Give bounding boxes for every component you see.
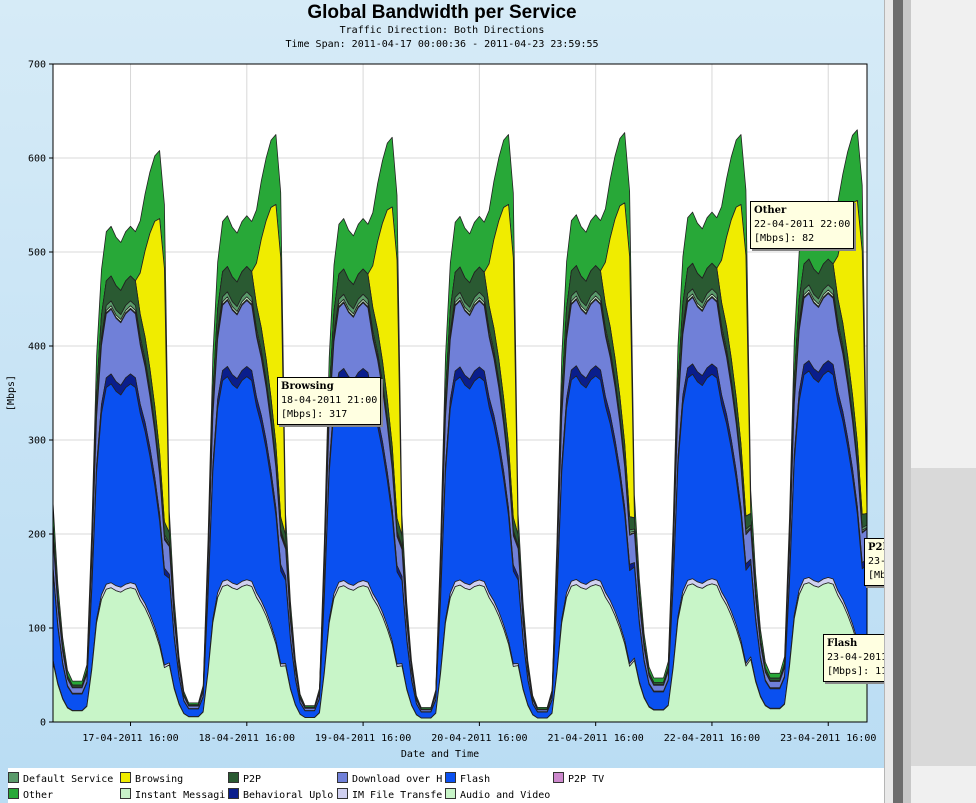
legend-item: Behavioral Uplo: [228, 788, 333, 802]
x-tick-label: 20-04-2011 16:00: [431, 733, 527, 744]
legend-swatch: [337, 788, 348, 799]
tooltip-value: [Mbps]: 119: [827, 666, 894, 677]
y-axis-label: [Mbps]: [6, 375, 17, 411]
y-tick-label: 700: [28, 60, 46, 71]
legend-swatch: [337, 772, 348, 783]
x-tick-label: 19-04-2011 16:00: [315, 733, 411, 744]
y-tick-label: 100: [28, 624, 46, 635]
tooltip-series: Flash: [827, 638, 858, 649]
legend-item: Audio and Video: [445, 788, 550, 802]
vertical-scrollbar[interactable]: [884, 0, 893, 803]
y-tick-label: 200: [28, 530, 46, 541]
legend-label: P2P TV: [568, 774, 605, 785]
y-tick-label: 600: [28, 154, 46, 165]
legend-label: Download over H: [352, 774, 443, 785]
legend-item: Default Service: [8, 772, 113, 786]
tooltip-value: [Mbps]: 82: [754, 233, 815, 244]
bandwidth-chart: 0 100 200 300 400 500 600 700 17-04-2011 16:00 18…: [6, 60, 876, 761]
y-tick-label: 400: [28, 342, 46, 353]
legend-swatch: [120, 788, 131, 799]
chart-title: Global Bandwidth per Service: [307, 2, 577, 23]
y-tick-label: 500: [28, 248, 46, 259]
legend-item: Download over H: [337, 772, 442, 786]
legend-label: IM File Transfe: [352, 790, 443, 801]
tooltip-time: 23-04-2011 13:00: [827, 652, 924, 663]
legend-swatch: [120, 772, 131, 783]
x-tick-label: 22-04-2011 16:00: [664, 733, 760, 744]
x-tick-label: 18-04-2011 16:00: [199, 733, 295, 744]
legend-label: Instant Messagi: [135, 790, 226, 801]
legend-swatch: [8, 788, 19, 799]
y-tick-label: 0: [40, 718, 46, 729]
x-tick-label: 17-04-2011 16:00: [82, 733, 178, 744]
tooltip-series: Browsing: [281, 381, 334, 392]
legend-label: Audio and Video: [460, 790, 551, 801]
legend-item: IM File Transfe: [337, 788, 442, 802]
legend-item: Other: [8, 788, 53, 802]
splitter-edge: [903, 0, 911, 803]
chart-subtitle-direction: Traffic Direction: Both Directions: [339, 25, 545, 36]
chart-titles: Global Bandwidth per Service Traffic Dir…: [0, 0, 884, 52]
legend-label: Other: [23, 790, 54, 801]
chart-subtitle-span: Time Span: 2011-04-17 00:00:36 - 2011-04…: [285, 39, 599, 50]
tooltip-series: P2P: [868, 542, 890, 553]
legend-swatch: [553, 772, 564, 783]
splitter-handle[interactable]: [893, 0, 903, 803]
legend-item: Browsing: [120, 772, 183, 786]
legend-label: Flash: [460, 774, 491, 785]
legend-item: P2P TV: [553, 772, 604, 786]
plot-border: [52, 63, 868, 723]
legend-item: Flash: [445, 772, 490, 786]
tooltip-browsing: Browsing 18-04-2011 21:00 [Mbps]: 317: [277, 377, 382, 425]
legend-item: Instant Messagi: [120, 788, 225, 802]
chart-legend: Default Service Browsing P2P Download over …: [8, 768, 884, 803]
legend-label: Default Service: [23, 774, 114, 785]
legend-label: P2P: [243, 774, 262, 785]
side-panel: [911, 0, 976, 468]
x-tick-label: 21-04-2011 16:00: [548, 733, 644, 744]
x-axis-label: Date and Time: [401, 749, 479, 760]
tooltip-time: 22-04-2011 22:00: [754, 219, 851, 230]
y-tick-label: 300: [28, 436, 46, 447]
tooltip-other: Other 22-04-2011 22:00 [Mbps]: 82: [750, 201, 855, 249]
legend-swatch: [445, 788, 456, 799]
legend-item: P2P: [228, 772, 261, 786]
legend-label: Behavioral Uplo: [243, 790, 334, 801]
legend-swatch: [228, 772, 239, 783]
x-tick-label: 23-04-2011 16:00: [780, 733, 876, 744]
legend-label: Browsing: [135, 774, 184, 785]
legend-swatch: [228, 788, 239, 799]
legend-swatch: [445, 772, 456, 783]
side-panel-lower: [911, 468, 976, 766]
tooltip-time: 18-04-2011 21:00: [281, 395, 378, 406]
tooltip-value: [Mbps]: 317: [281, 409, 348, 420]
tooltip-series: Other: [754, 205, 787, 216]
legend-swatch: [8, 772, 19, 783]
side-panel-footer: [911, 766, 976, 803]
